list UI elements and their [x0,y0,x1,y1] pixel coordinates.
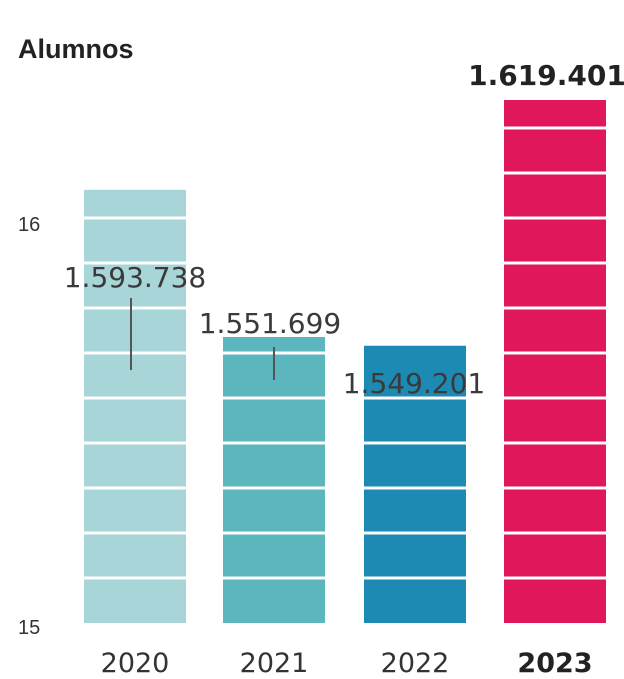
data-label-2021: 1.551.699 [199,307,342,340]
data-label-2022: 1.549.201 [343,367,486,400]
bar-2021 [223,337,325,623]
chart-title: Alumnos [18,34,134,64]
y-tick-label-15: 15 [18,617,40,639]
x-tick-label-2020: 2020 [101,648,170,679]
data-label-2020: 1.593.738 [64,261,207,294]
y-tick-label-16: 16 [18,214,40,236]
bars-layer [84,100,606,623]
x-tick-label-2022: 2022 [381,648,450,679]
x-tick-label-2021: 2021 [240,648,309,679]
bar-2020 [84,189,186,623]
x-tick-label-2023: 2023 [517,648,592,679]
data-label-2023: 1.619.401 [468,59,624,92]
bar-2023 [504,100,606,623]
labels-layer: 2020 2021 2022 2023 1.593.738 1.551.6991.549.… [64,59,624,679]
